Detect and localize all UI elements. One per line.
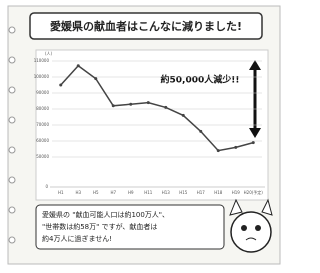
chart-title: 愛媛県の献血者はこんなに減りました! — [50, 19, 242, 33]
point — [182, 114, 185, 117]
y-unit: (人) — [45, 51, 53, 56]
mascot-eye — [241, 225, 247, 231]
note-line: 愛媛県の "献血可能人口は約100万人"、 — [42, 210, 169, 219]
chart: 愛媛県の献血者はこんなに減りました! (人) 0 約50,000人減少!! 愛媛… — [0, 0, 285, 269]
ring — [9, 87, 15, 93]
point — [59, 84, 62, 87]
mascot-head — [231, 212, 271, 252]
ring — [9, 27, 15, 33]
ring — [9, 177, 15, 183]
x-tick-label: H11 — [144, 190, 153, 195]
point — [77, 64, 80, 67]
note-line: 約4万人に過ぎません! — [42, 234, 112, 243]
point — [129, 103, 132, 106]
note-line: "世帯数は約58万" ですが、献血者は — [42, 222, 157, 231]
x-tick-label: H3 — [75, 190, 81, 195]
x-tick-label: H5 — [93, 190, 99, 195]
point — [252, 141, 255, 144]
y-tick-label: 90000 — [36, 90, 49, 95]
y-tick-label: 50000 — [36, 154, 49, 159]
point — [94, 77, 97, 80]
x-tick-label: H1 — [58, 190, 64, 195]
ring — [9, 117, 15, 123]
point — [147, 101, 150, 104]
annotation: 約50,000人減少!! — [161, 74, 240, 86]
y-tick-label: 60000 — [36, 138, 49, 143]
x-tick-label: H18 — [214, 190, 223, 195]
x-tick-label: H17 — [197, 190, 206, 195]
x-tick-label: H13 — [162, 190, 171, 195]
x-tick-label: H9 — [128, 190, 134, 195]
ring — [9, 147, 15, 153]
point — [234, 146, 237, 149]
mascot-eye — [255, 225, 261, 231]
y-tick-label: 70000 — [36, 122, 49, 127]
x-tick-label: H7 — [110, 190, 116, 195]
x-tick-label: H19 — [232, 190, 241, 195]
ring — [9, 57, 15, 63]
y-tick-label: 100000 — [34, 74, 50, 79]
point — [112, 104, 115, 107]
y-tick-label: 80000 — [36, 106, 49, 111]
point — [217, 149, 220, 152]
ring — [9, 207, 15, 213]
x-tick-label: H15 — [179, 190, 188, 195]
x-tick-label: H20(予定) — [244, 189, 264, 195]
y-tick-label: 110000 — [34, 58, 50, 63]
page: {"chart_data": {"type": "line", "title":… — [0, 0, 285, 269]
point — [164, 106, 167, 109]
ring — [9, 237, 15, 243]
point — [199, 130, 202, 133]
